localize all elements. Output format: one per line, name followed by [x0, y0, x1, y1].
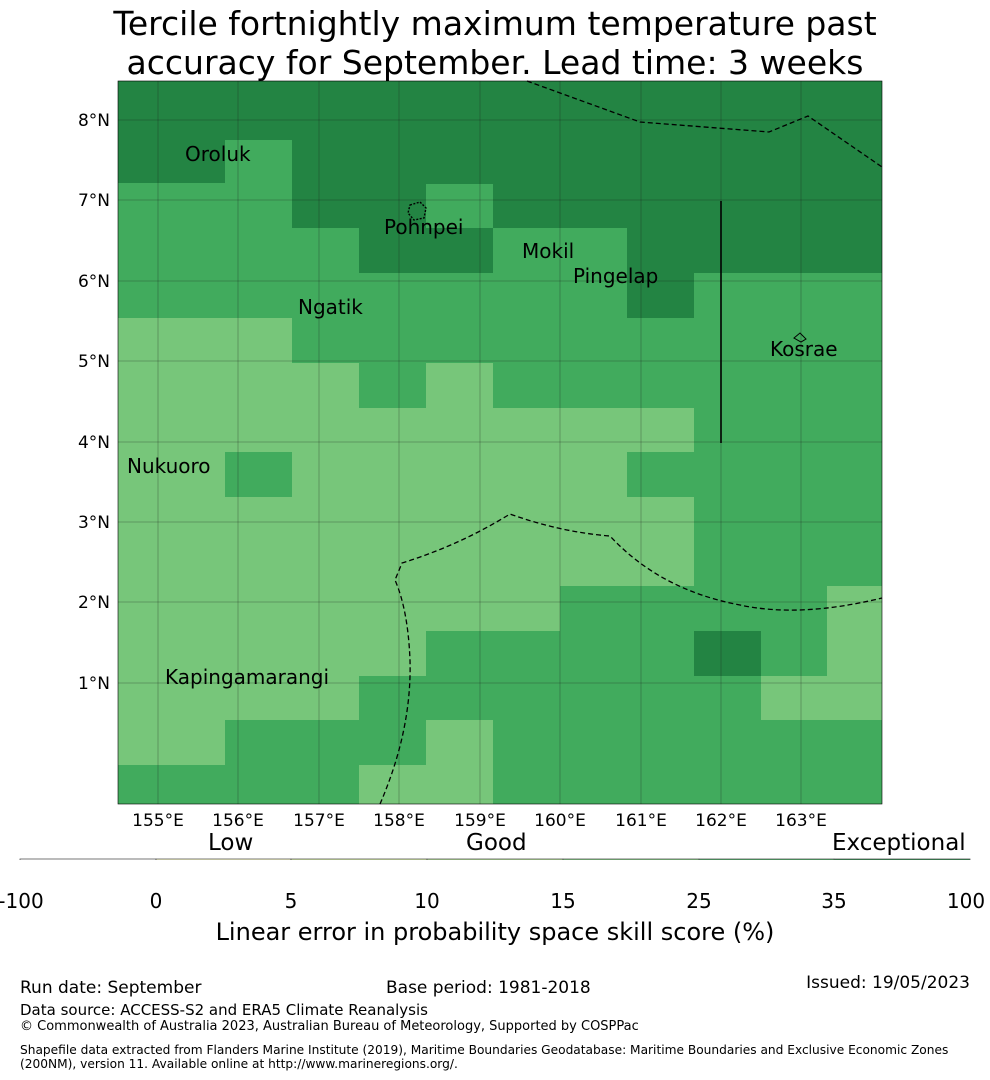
lon-label-159e: 159°E: [454, 811, 506, 831]
base-period: Base period: 1981-2018: [386, 978, 591, 998]
place-label-mokil: Mokil: [522, 239, 574, 263]
lat-label-2n: 2°N: [78, 593, 110, 613]
skill-cells-15-25: [225, 318, 882, 804]
lat-label-3n: 3°N: [78, 513, 110, 533]
title-line-1: Tercile fortnightly maximum temperature …: [113, 4, 877, 43]
lon-label-158e: 158°E: [373, 811, 425, 831]
colorbar-tick: -100: [0, 889, 44, 913]
colorbar-segment: [698, 858, 835, 860]
eez-boundaries: [379, 80, 883, 805]
colorbar-tick: 5: [284, 889, 298, 913]
colorbar-tick: 10: [414, 889, 440, 913]
lon-label-157e: 157°E: [293, 811, 345, 831]
skill-cells-35-100: [118, 81, 882, 676]
lat-label-7n: 7°N: [78, 191, 110, 211]
copyright-notice: © Commonwealth of Australia 2023, Austra…: [20, 1019, 639, 1034]
shapefile-credit-line-1: Shapefile data extracted from Flanders M…: [20, 1043, 949, 1057]
colorbar-category-good: Good: [466, 830, 527, 856]
colorbar: [19, 858, 971, 860]
lat-label-4n: 4°N: [78, 433, 110, 453]
colorbar-tick: 35: [821, 889, 847, 913]
colorbar-tick: 25: [686, 889, 712, 913]
map-frame: [117, 80, 883, 805]
kosrae-island-outline: [793, 332, 807, 343]
lat-label-5n: 5°N: [78, 352, 110, 372]
lon-label-156e: 156°E: [212, 811, 264, 831]
colorbar-segment: [562, 858, 700, 860]
colorbar-segment: [19, 858, 157, 860]
run-date: Run date: September: [20, 978, 202, 998]
colorbar-label: Linear error in probability space skill …: [215, 918, 775, 946]
place-label-kapingamarangi: Kapingamarangi: [165, 665, 329, 689]
lat-label-6n: 6°N: [78, 272, 110, 292]
title-line-2: accuracy for September. Lead time: 3 wee…: [126, 43, 864, 82]
data-source: Data source: ACCESS-S2 and ERA5 Climate …: [20, 1001, 428, 1019]
lon-label-155e: 155°E: [132, 811, 184, 831]
place-label-pingelap: Pingelap: [573, 264, 658, 288]
lat-label-1n: 1°N: [78, 674, 110, 694]
lon-label-161e: 161°E: [615, 811, 667, 831]
issued-date: Issued: 19/05/2023: [806, 973, 970, 993]
shapefile-credit-line-2: (200NM), version 11. Available online at…: [20, 1057, 458, 1071]
lon-label-160e: 160°E: [534, 811, 586, 831]
colorbar-category-exceptional: Exceptional: [832, 830, 966, 856]
colorbar-segment: [290, 858, 428, 860]
colorbar-segment: [833, 858, 971, 860]
colorbar-category-low: Low: [208, 830, 254, 856]
pohnpei-island-outline: [407, 201, 427, 221]
colorbar-tick: 100: [946, 889, 986, 913]
graticule: [118, 81, 882, 804]
place-label-oroluk: Oroluk: [185, 142, 251, 166]
lat-label-8n: 8°N: [78, 111, 110, 131]
lon-label-162e: 162°E: [695, 811, 747, 831]
colorbar-tick: 15: [550, 889, 576, 913]
place-label-ngatik: Ngatik: [298, 295, 363, 319]
colorbar-segment: [426, 858, 564, 860]
place-label-nukuoro: Nukuoro: [127, 454, 211, 478]
colorbar-segment: [155, 858, 292, 860]
lon-label-163e: 163°E: [775, 811, 827, 831]
skill-map: Oroluk Pohnpei Mokil Pingelap Ngatik Kos…: [19, 80, 971, 860]
place-label-pohnpei: Pohnpei: [384, 215, 464, 239]
map-title: Tercile fortnightly maximum temperature …: [0, 4, 990, 82]
place-label-kosrae: Kosrae: [770, 337, 838, 361]
colorbar-tick: 0: [149, 889, 163, 913]
